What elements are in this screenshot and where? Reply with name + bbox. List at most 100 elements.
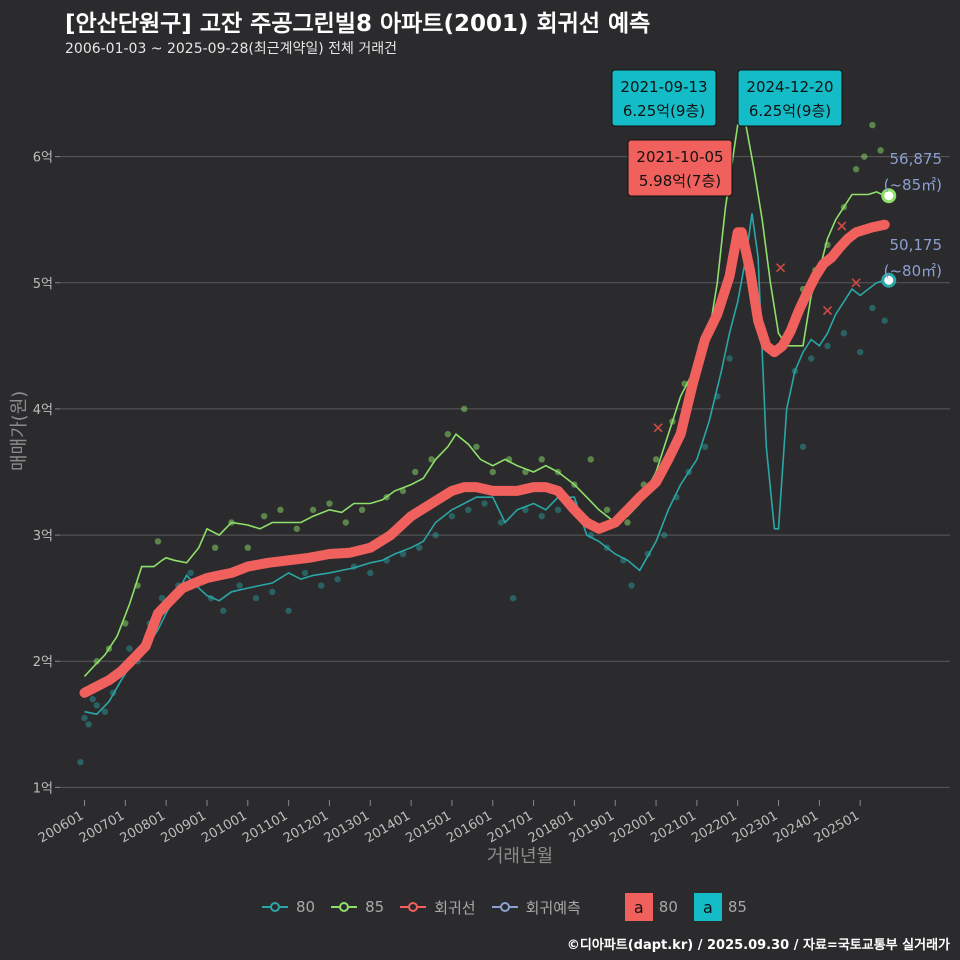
scatter-point-80 bbox=[158, 594, 166, 602]
scatter-point-80 bbox=[481, 500, 488, 507]
legend-swatch-regression bbox=[400, 897, 427, 917]
scatter-point-85 bbox=[399, 487, 407, 495]
scatter-point-85 bbox=[309, 506, 317, 514]
legend-box-85: a bbox=[693, 893, 722, 921]
callout-box bbox=[737, 69, 843, 127]
scatter-point-85 bbox=[244, 544, 251, 551]
scatter-point-80 bbox=[661, 531, 668, 539]
legend: 80 85 회귀선 회귀예측 a 80 a 85 bbox=[262, 892, 763, 922]
scatter-point-80 bbox=[628, 582, 635, 589]
x-tick-label: 201201 bbox=[281, 808, 331, 846]
legend-item-80[interactable]: 80 bbox=[262, 897, 315, 917]
x-tick-label: 201101 bbox=[240, 808, 290, 846]
scatter-point-80 bbox=[89, 695, 96, 703]
recent-trade-cross bbox=[653, 423, 663, 433]
scatter-point-85 bbox=[211, 544, 219, 551]
callout-date: 2021-09-13 bbox=[620, 78, 707, 96]
legend-label-regression: 회귀선 bbox=[434, 898, 476, 917]
scatter-point-85 bbox=[877, 147, 884, 154]
x-tick-label: 200901 bbox=[158, 808, 208, 846]
scatter-point-80 bbox=[220, 607, 227, 614]
x-tick-label: 201701 bbox=[485, 808, 535, 846]
scatter-point-80 bbox=[252, 594, 260, 602]
x-tick-label: 201401 bbox=[363, 808, 413, 846]
scatter-point-80 bbox=[236, 582, 243, 589]
scatter-point-80 bbox=[497, 519, 505, 526]
scatter-point-80 bbox=[869, 304, 876, 312]
legend-item-regression[interactable]: 회귀선 bbox=[400, 897, 476, 918]
callout-price: 5.98억(7층) bbox=[639, 172, 721, 190]
scatter-point-85 bbox=[293, 525, 300, 532]
scatter-point-80 bbox=[81, 714, 88, 722]
legend-box-80: a bbox=[624, 893, 653, 921]
y-tick-label: 5억 bbox=[33, 277, 53, 292]
legend-box-label-80: 80 bbox=[658, 898, 678, 916]
callout-date: 2021-10-05 bbox=[636, 148, 723, 166]
scatter-point-80 bbox=[856, 348, 864, 356]
x-tick-label: 200801 bbox=[118, 808, 168, 846]
scatter-point-85 bbox=[460, 405, 468, 413]
scatter-point-80 bbox=[301, 569, 309, 577]
legend-label-prediction: 회귀예측 bbox=[525, 898, 581, 917]
endpoint-value: 50,175 bbox=[890, 236, 943, 254]
callout-date: 2024-12-20 bbox=[746, 78, 833, 96]
scatter-point-80 bbox=[522, 506, 529, 514]
scatter-point-80 bbox=[538, 512, 545, 520]
endpoint-marker bbox=[881, 188, 897, 204]
scatter-point-80 bbox=[318, 582, 325, 589]
scatter-point-80 bbox=[77, 758, 84, 766]
scatter-point-80 bbox=[269, 588, 276, 596]
series-line-80 bbox=[84, 213, 885, 716]
scatter-point-80 bbox=[101, 708, 109, 715]
x-tick-label: 201001 bbox=[199, 808, 249, 846]
scatter-point-80 bbox=[334, 576, 341, 583]
recent-trade-cross bbox=[837, 221, 847, 231]
recent-trade-cross bbox=[851, 278, 861, 288]
callout-price: 6.25억(9층) bbox=[623, 102, 705, 120]
x-tick-label: 200701 bbox=[77, 808, 127, 846]
legend-swatch-prediction bbox=[491, 897, 518, 917]
scatter-point-80 bbox=[554, 506, 562, 514]
legend-box-label-85: 85 bbox=[727, 898, 747, 916]
scatter-point-85 bbox=[522, 468, 529, 476]
legend-box-item-80[interactable]: a 80 bbox=[624, 893, 678, 921]
page-subtitle: 2006-01-03 ~ 2025-09-28(최근계약일) 전체 거래건 bbox=[65, 41, 397, 57]
y-tick-label: 3억 bbox=[33, 529, 53, 544]
scatter-point-80 bbox=[726, 355, 733, 362]
legend-label-80: 80 bbox=[296, 898, 316, 916]
scatter-point-80 bbox=[367, 569, 374, 577]
scatter-point-85 bbox=[411, 468, 419, 476]
scatter-point-80 bbox=[509, 594, 517, 602]
x-tick-label: 202301 bbox=[730, 808, 780, 846]
x-tick-label: 201801 bbox=[526, 808, 576, 846]
scatter-point-85 bbox=[358, 506, 366, 514]
scatter-point-80 bbox=[85, 721, 92, 728]
scatter-point-85 bbox=[603, 506, 611, 514]
scatter-point-85 bbox=[342, 519, 349, 526]
endpoint-note: (~85㎡) bbox=[884, 176, 942, 194]
scatter-point-80 bbox=[465, 506, 472, 514]
callout-box bbox=[611, 69, 717, 127]
legend-swatch-80 bbox=[262, 897, 288, 917]
legend-item-85[interactable]: 85 bbox=[331, 897, 384, 917]
endpoint-value: 56,875 bbox=[890, 150, 943, 168]
y-tick-label: 6억 bbox=[33, 151, 53, 166]
x-tick-label: 201901 bbox=[567, 808, 617, 846]
scatter-point-80 bbox=[881, 317, 888, 324]
legend-item-prediction[interactable]: 회귀예측 bbox=[491, 897, 581, 918]
regression-line bbox=[79, 219, 890, 698]
scatter-point-85 bbox=[444, 430, 452, 438]
x-tick-label: 201501 bbox=[403, 808, 453, 846]
callout-price: 6.25억(9층) bbox=[749, 102, 831, 120]
x-tick-label: 202001 bbox=[608, 808, 658, 846]
scatter-point-85 bbox=[277, 506, 284, 514]
endpoint-marker bbox=[881, 272, 897, 288]
x-tick-label: 202501 bbox=[812, 808, 862, 846]
scatter-point-85 bbox=[861, 153, 868, 160]
scatter-point-85 bbox=[326, 500, 333, 507]
legend-box-item-85[interactable]: a 85 bbox=[693, 893, 747, 921]
scatter-point-80 bbox=[416, 544, 423, 551]
scatter-point-80 bbox=[187, 569, 194, 577]
x-tick-label: 202201 bbox=[689, 808, 739, 846]
y-tick-label: 1억 bbox=[33, 781, 53, 796]
